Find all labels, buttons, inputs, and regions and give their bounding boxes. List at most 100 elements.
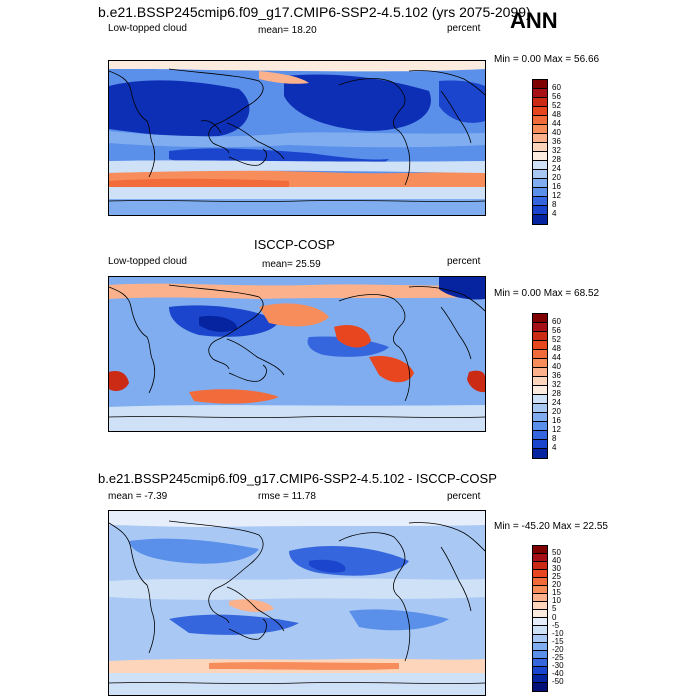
- colorbar-tick-label: 16: [552, 182, 561, 191]
- panel-3-title: b.e21.BSSP245cmip6.f09_g17.CMIP6-SSP2-4.…: [98, 471, 497, 486]
- map-region: [109, 160, 485, 173]
- colorbar-tick-label: -5: [552, 620, 560, 630]
- panel-3-rmse-label: rmse = 11.78: [258, 491, 316, 502]
- colorbar-swatch: [533, 80, 547, 89]
- colorbar-tick-label: 16: [552, 416, 561, 425]
- colorbar-swatch: [533, 682, 547, 691]
- colorbar-tick-label: 56: [552, 92, 561, 101]
- colorbar-tick-label: -30: [552, 660, 564, 670]
- colorbar-tick-label: -15: [552, 636, 564, 646]
- map-region: [109, 511, 485, 527]
- map-region: [209, 662, 399, 670]
- map-region: [309, 559, 346, 573]
- colorbar-swatch: [533, 554, 547, 563]
- panel-2-map: [108, 276, 486, 432]
- colorbar-swatch: [533, 350, 547, 359]
- colorbar-swatch: [533, 332, 547, 341]
- colorbar-swatch: [533, 578, 547, 587]
- panel-1-title: b.e21.BSSP245cmip6.f09_g17.CMIP6-SSP2-4.…: [98, 4, 531, 20]
- colorbar-swatch: [533, 562, 547, 571]
- map-region: [349, 609, 449, 631]
- colorbar-swatch: [533, 377, 547, 386]
- colorbar-tick-label: 40: [552, 128, 561, 137]
- colorbar-swatch: [533, 440, 547, 449]
- panel-1-map: [108, 60, 486, 216]
- colorbar-tick-label: 36: [552, 137, 561, 146]
- colorbar-tick-label: 12: [552, 191, 561, 200]
- colorbar-tick-label: 28: [552, 155, 561, 164]
- coastline: [109, 68, 485, 202]
- coastline: [109, 520, 485, 684]
- colorbar-tick-label: -40: [552, 668, 564, 678]
- colorbar-tick-label: 20: [552, 580, 561, 590]
- map-region: [109, 61, 485, 72]
- panel-2-title: ISCCP-COSP: [254, 237, 335, 252]
- colorbar-swatch: [533, 386, 547, 395]
- map-region: [109, 405, 485, 431]
- panel-2-colorbar-ticks: 60 56 52 48 44 40 36 32 28 24 20 16 12 8 4: [552, 313, 592, 457]
- map-region: [109, 283, 485, 299]
- panel-2-units-label: percent: [447, 256, 481, 267]
- panel-2-minmax: Min = 0.00 Max = 68.52: [494, 288, 600, 299]
- colorbar-tick-label: 8: [552, 200, 557, 209]
- map-region: [109, 578, 485, 600]
- colorbar-swatch: [533, 341, 547, 350]
- colorbar-swatch: [533, 89, 547, 98]
- colorbar-swatch: [533, 413, 547, 422]
- colorbar-tick-label: 12: [552, 425, 561, 434]
- map-region: [467, 370, 485, 393]
- colorbar-swatch: [533, 188, 547, 197]
- colorbar-tick-label: 4: [552, 209, 557, 218]
- colorbar-tick-label: 52: [552, 101, 561, 110]
- colorbar-swatch: [533, 206, 547, 215]
- colorbar-swatch: [533, 626, 547, 635]
- map-region: [109, 371, 129, 391]
- map-region: [109, 131, 485, 148]
- panel-1-units-label: percent: [447, 23, 481, 34]
- panel-2-colorbar: [532, 313, 548, 459]
- panel-1-colorbar-ticks: 60 56 52 48 44 40 36 32 28 24 20 16 12 8 4: [552, 79, 592, 223]
- map-region: [109, 80, 250, 137]
- panel-3-colorbar: [532, 545, 548, 692]
- colorbar-tick-label: -50: [552, 676, 564, 686]
- map-region: [109, 178, 289, 188]
- colorbar-swatch: [533, 618, 547, 627]
- map-region: [109, 199, 485, 215]
- colorbar-tick-label: 10: [552, 596, 561, 606]
- map-region: [259, 71, 309, 84]
- colorbar-tick-label: 5: [552, 604, 557, 614]
- colorbar-tick-label: 8: [552, 434, 557, 443]
- colorbar-tick-label: 52: [552, 335, 561, 344]
- panel-2-left-label: Low-topped cloud: [108, 256, 187, 267]
- colorbar-swatch: [533, 666, 547, 675]
- colorbar-swatch: [533, 594, 547, 603]
- colorbar-swatch: [533, 134, 547, 143]
- colorbar-swatch: [533, 422, 547, 431]
- colorbar-swatch: [533, 650, 547, 659]
- colorbar-swatch: [533, 642, 547, 651]
- colorbar-tick-label: 30: [552, 564, 561, 574]
- colorbar-tick-label: 48: [552, 344, 561, 353]
- map-region: [259, 303, 329, 327]
- colorbar-swatch: [533, 634, 547, 643]
- colorbar-tick-label: 24: [552, 398, 561, 407]
- colorbar-swatch: [533, 107, 547, 116]
- colorbar-tick-label: 32: [552, 146, 561, 155]
- colorbar-tick-label: 20: [552, 407, 561, 416]
- colorbar-tick-label: 24: [552, 164, 561, 173]
- colorbar-swatch: [533, 143, 547, 152]
- colorbar-tick-label: 32: [552, 380, 561, 389]
- colorbar-tick-label: 60: [552, 317, 561, 326]
- colorbar-swatch: [533, 170, 547, 179]
- panel-1-colorbar: [532, 79, 548, 225]
- colorbar-tick-label: 50: [552, 548, 561, 558]
- panel-1-mean-label: mean= 18.20: [258, 25, 317, 36]
- colorbar-tick-label: 36: [552, 371, 561, 380]
- colorbar-tick-label: -10: [552, 628, 564, 638]
- coastline: [109, 284, 485, 418]
- colorbar-swatch: [533, 449, 547, 458]
- colorbar-swatch: [533, 586, 547, 595]
- colorbar-swatch: [533, 610, 547, 619]
- colorbar-tick-label: 28: [552, 389, 561, 398]
- map-region: [189, 389, 279, 404]
